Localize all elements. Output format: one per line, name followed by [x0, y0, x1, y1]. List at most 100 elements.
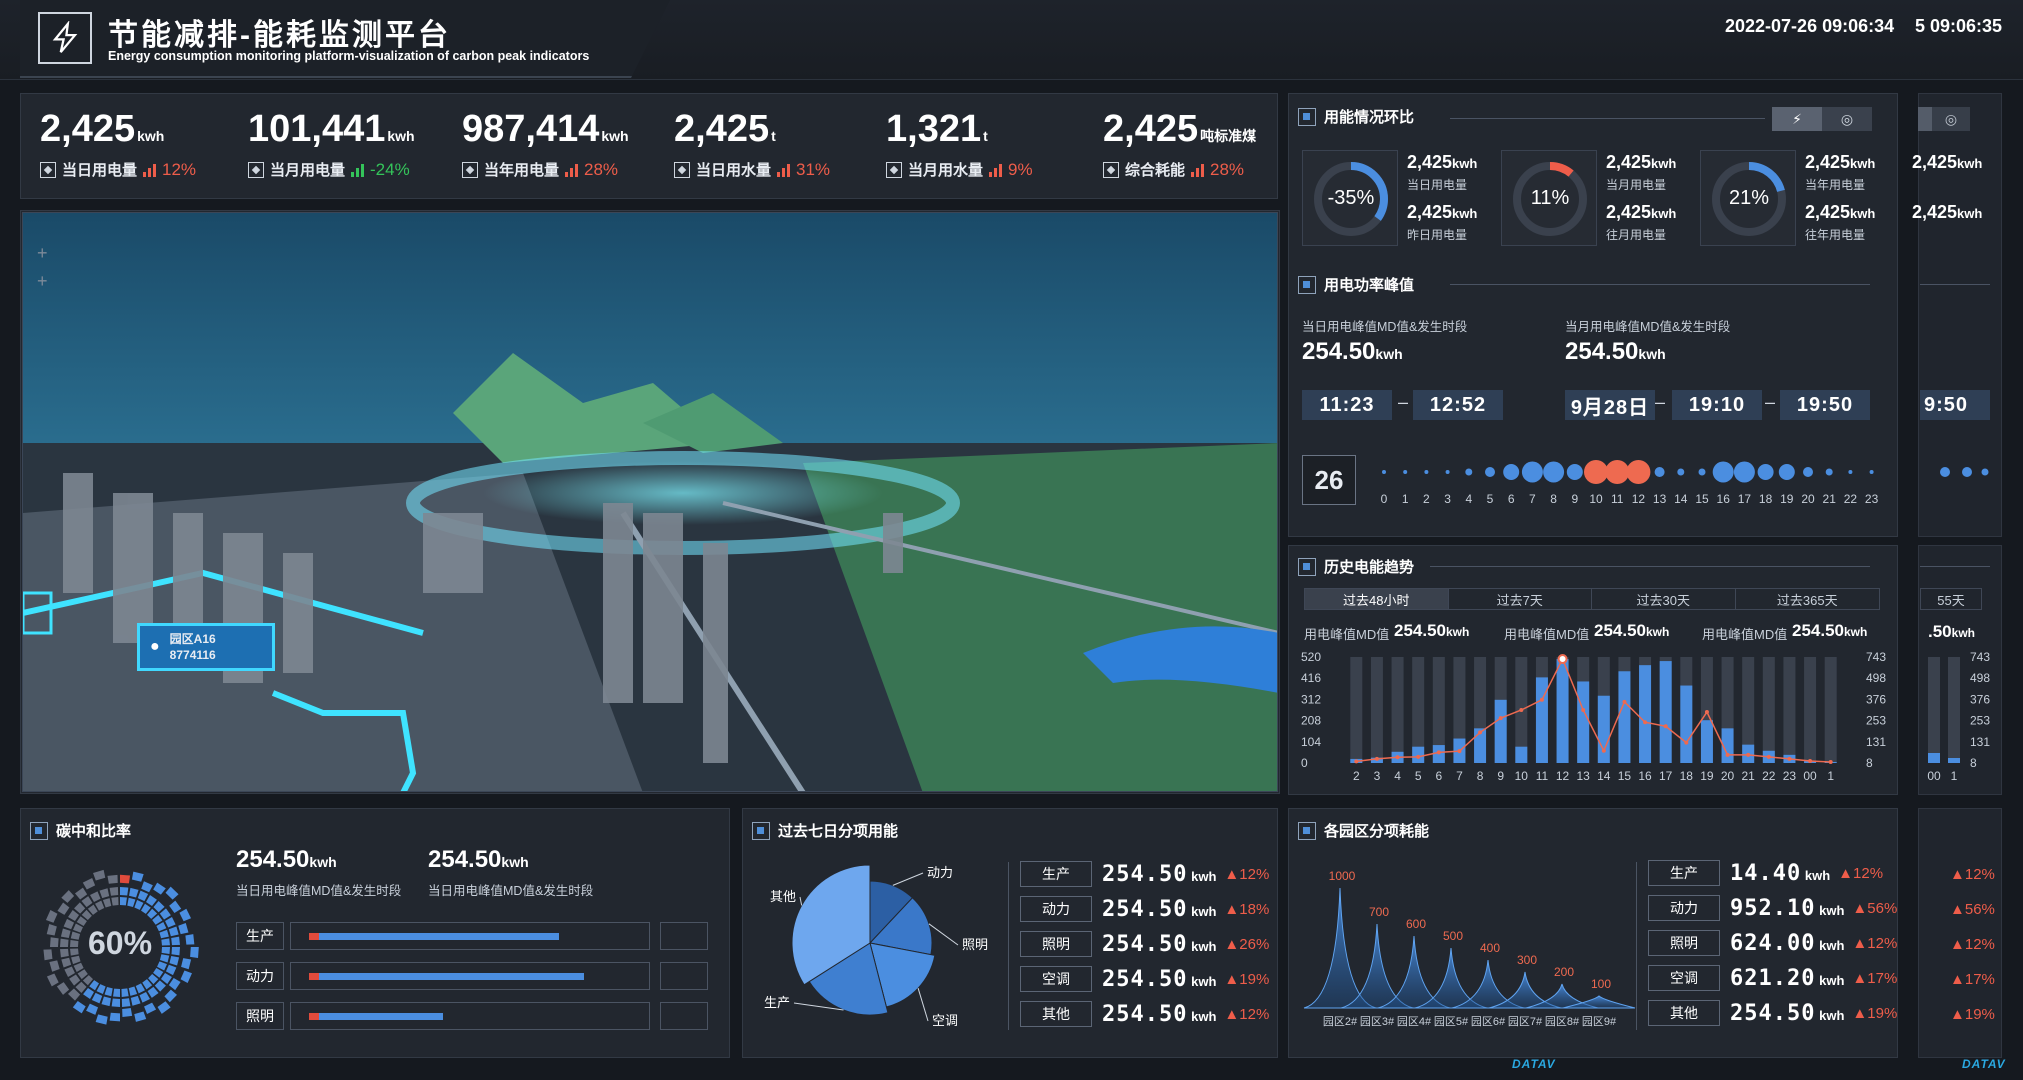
carbon-percentage: 60% — [87, 925, 153, 961]
kpi-label: 当月用水量 — [908, 162, 984, 179]
ring-segment — [127, 897, 136, 908]
ghost-zone-change: ▲56% — [1950, 901, 1995, 918]
time-separator: – — [1655, 392, 1666, 412]
history-bar — [1659, 661, 1672, 763]
carbon-bar-track — [290, 922, 650, 950]
kpi-meta: 当月用电量 -24% — [248, 159, 415, 180]
ring-segment — [179, 908, 192, 922]
zone-x-tick: 园区7# — [1508, 1015, 1543, 1028]
ring-segment — [157, 1001, 171, 1014]
hour-dot — [1521, 461, 1543, 483]
x-tick: 23 — [1783, 769, 1797, 783]
ring-segment — [128, 986, 138, 996]
x-tick: 17 — [1659, 769, 1673, 783]
ring-segment — [93, 869, 106, 881]
lightning-logo-icon — [38, 12, 92, 64]
ring-segment — [73, 962, 84, 972]
zone-value-label: 200 — [1554, 965, 1574, 979]
zoom-in-alt-icon[interactable]: + — [37, 271, 48, 291]
carbon-bar-marker — [309, 973, 319, 980]
hour-label: 14 — [1674, 492, 1688, 506]
y-tick-right: 8 — [1866, 756, 1873, 770]
x-tick: 14 — [1597, 769, 1611, 783]
page-title: 节能减排-能耗监测平台 — [108, 19, 451, 52]
history-panel — [1288, 545, 1898, 795]
bar-track — [1742, 657, 1755, 763]
tab-48h[interactable]: 过去48小时 — [1305, 589, 1449, 609]
x-tick: 11 — [1536, 769, 1549, 783]
y-tick-left: 0 — [1301, 756, 1308, 770]
ring-segment — [159, 954, 170, 963]
zone-row: 其他 254.50 kwh ▲19% — [1648, 1000, 1897, 1026]
zone-marker-value: 8774116 — [169, 648, 216, 662]
line-point — [1601, 748, 1606, 753]
kpi-icon — [248, 161, 264, 178]
carbon-bar-row: 动力 — [236, 962, 708, 990]
zone-category-label: 其他 — [1648, 1000, 1720, 1026]
ring-segment — [60, 948, 69, 958]
zone-x-tick: 园区5# — [1434, 1015, 1469, 1028]
category-label: 其他 — [1020, 1001, 1092, 1027]
ring-segment — [161, 947, 170, 954]
hour-dot — [1825, 468, 1833, 476]
ghost-gauge-value-2: 2,425kwh — [1912, 202, 1983, 222]
tab-365d[interactable]: 过去365天 — [1776, 592, 1838, 608]
line-point — [1663, 724, 1668, 729]
location-pin-icon: ● — [150, 638, 160, 655]
gauge-previous-value: 2,425kwh — [1407, 202, 1478, 222]
ring-segment — [71, 955, 81, 965]
lightning-icon[interactable]: ⚡ — [1772, 107, 1822, 131]
bar-track — [1432, 657, 1445, 763]
pie-label: 空调 — [932, 1013, 958, 1028]
kpi-card-0: 2,425 kwh 当日用电量 12% — [40, 108, 196, 180]
ring-segment — [168, 926, 179, 937]
ghost-tabs: 55天 — [1920, 588, 1982, 610]
carbon-bar-track — [290, 1002, 650, 1030]
ring-segment — [61, 890, 75, 903]
zone-category-value: 254.50 kwh — [1730, 1000, 1845, 1026]
hour-label: 8 — [1550, 492, 1557, 506]
tab-7d[interactable]: 过去7天 — [1449, 589, 1592, 609]
hour-dot — [1698, 468, 1706, 476]
carbon-bar-end-box — [660, 922, 708, 950]
zone-marker-label[interactable]: ● 园区A16 8774116 — [137, 623, 275, 671]
kpi-change: 31% — [796, 159, 831, 179]
hour-dot — [1869, 470, 1874, 474]
section-icon — [1298, 821, 1316, 840]
bar-track — [1824, 657, 1837, 763]
carbon-bar-end-box — [660, 962, 708, 990]
gauge-percentage: 21% — [1728, 187, 1770, 209]
drop-icon[interactable]: ◎ — [1840, 110, 1854, 127]
ring-segment — [168, 978, 181, 991]
x-tick: 18 — [1680, 769, 1694, 783]
x-tick: 00 — [1803, 769, 1817, 783]
kpi-icon — [1103, 161, 1119, 178]
gauge-previous-value: 2,425kwh — [1606, 202, 1677, 222]
3d-city-map[interactable]: + + ● 园区A16 8774116 — [22, 212, 1278, 792]
zone-category-label: 动力 — [1648, 895, 1720, 921]
zoom-in-icon[interactable]: + — [37, 243, 48, 263]
ring-segment — [82, 975, 94, 986]
tab-30d[interactable]: 过去30天 — [1592, 589, 1736, 609]
ghost-x-tick: 1 — [1951, 769, 1958, 783]
month-peak-to: 19:50 — [1780, 390, 1870, 420]
zone-value-label: 700 — [1369, 905, 1389, 919]
ring-segment — [171, 947, 180, 956]
kpi-meta: 当年用电量 28% — [462, 159, 629, 180]
ghost-usage-panel — [1918, 93, 2002, 537]
ghost-x-tick: 00 — [1927, 769, 1941, 783]
ring-segment — [49, 960, 60, 972]
hour-dot — [1677, 468, 1685, 476]
history-bar — [1474, 728, 1487, 763]
carbon-bar-label: 生产 — [236, 922, 284, 950]
ring-segment — [95, 900, 105, 911]
zone-value-label: 1000 — [1329, 869, 1356, 883]
kpi-value: 101,441 kwh — [248, 108, 415, 150]
ring-segment — [68, 910, 80, 921]
zone-category-change: ▲12% — [1852, 934, 1898, 952]
ghost-zones-panel — [1918, 808, 2002, 1058]
hour-dot — [1733, 461, 1755, 483]
gauge-2: 21% — [1700, 150, 1796, 246]
x-tick: 8 — [1477, 769, 1484, 783]
section-divider — [1450, 284, 1870, 285]
